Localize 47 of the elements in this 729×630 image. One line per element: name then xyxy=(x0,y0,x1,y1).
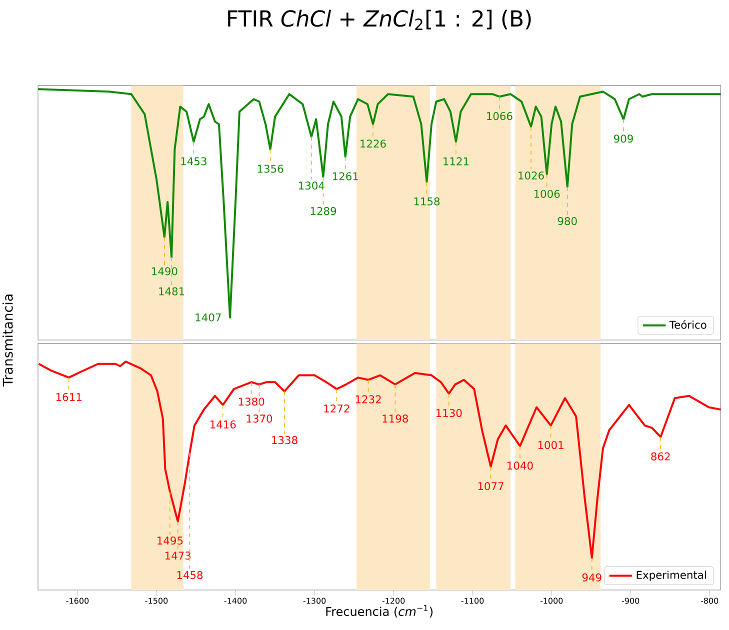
x-tick-label: -800 xyxy=(700,598,718,604)
annotation: 1611 xyxy=(56,393,82,402)
x-tick-label: -1000 xyxy=(540,598,563,604)
x-tick-label: -1300 xyxy=(303,598,326,604)
annotation: 1077 xyxy=(478,482,504,490)
annotation: 862 xyxy=(651,452,670,460)
x-tick-label: -1200 xyxy=(382,598,405,604)
annotation: 909 xyxy=(614,134,633,143)
annotation: 1226 xyxy=(360,140,386,148)
annotation: 1490 xyxy=(152,267,178,276)
annotation: 1198 xyxy=(382,414,408,423)
annotation: 1380 xyxy=(238,398,264,406)
annotation: 1370 xyxy=(246,414,272,423)
chart-title: FTIR ChCl + ZnCl$_{2}$[1 : 2] (B) xyxy=(228,10,531,30)
annotation: 1001 xyxy=(538,440,564,450)
annotation: 980 xyxy=(558,217,577,226)
x-tick-label: -1500 xyxy=(145,598,168,604)
annotation: 1458 xyxy=(177,571,203,580)
annotation: 1006 xyxy=(534,190,560,198)
annotation: 949 xyxy=(582,573,602,582)
annotation: 1453 xyxy=(181,157,206,166)
y-axis-title: Transmitancia xyxy=(2,294,13,387)
annotation: 1304 xyxy=(298,182,324,190)
legend-label: Teórico xyxy=(669,320,706,329)
legend-label: Experimental xyxy=(636,570,706,581)
annotation: 1356 xyxy=(258,164,284,173)
annotation: 1289 xyxy=(310,206,336,216)
annotation: 1130 xyxy=(436,408,462,418)
annotation: 1026 xyxy=(518,171,544,180)
annotation: 1121 xyxy=(444,157,469,166)
annotation: 1416 xyxy=(210,420,236,428)
x-tick-label: -1400 xyxy=(224,598,247,604)
annotation: 1407 xyxy=(196,313,221,322)
annotation: 1158 xyxy=(414,197,440,206)
annotation: 1338 xyxy=(272,436,298,444)
x-tick-label: -1600 xyxy=(66,598,89,604)
annotation: 1232 xyxy=(356,395,381,404)
annotation: 1481 xyxy=(159,287,184,296)
annotation: 1495 xyxy=(158,536,183,545)
annotation: 1040 xyxy=(508,462,533,470)
annotation: 1066 xyxy=(487,112,512,120)
annotation: 1272 xyxy=(324,404,350,412)
x-tick-label: -900 xyxy=(622,598,640,604)
annotation: 1261 xyxy=(332,172,358,180)
annotation: 1473 xyxy=(165,552,191,560)
x-tick-label: -1100 xyxy=(461,598,484,604)
x-axis-title: Frecuencia (cm$^{−1}$) xyxy=(326,604,433,618)
